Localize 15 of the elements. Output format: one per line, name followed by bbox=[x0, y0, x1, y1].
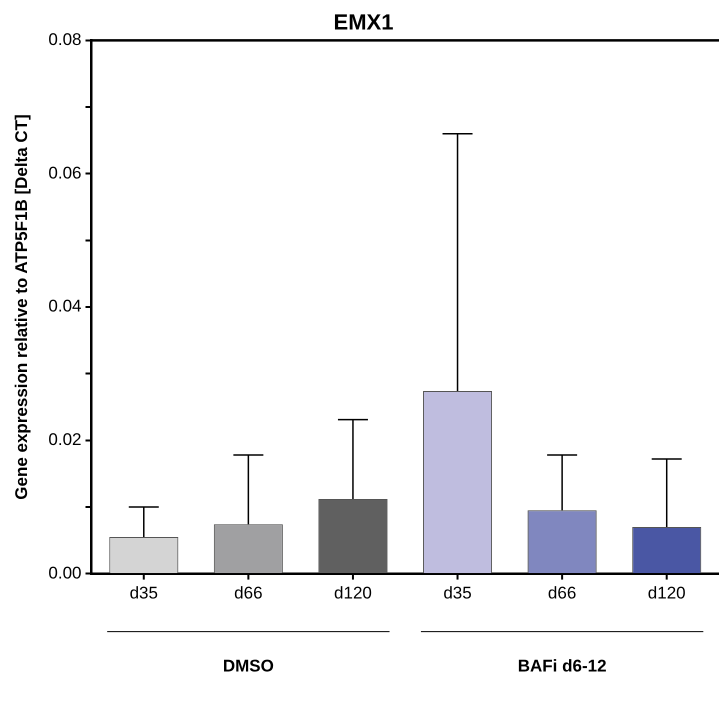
y-tick-label: 0.04 bbox=[48, 296, 82, 316]
x-tick-label: d120 bbox=[648, 583, 686, 602]
y-tick-label: 0.02 bbox=[48, 430, 82, 449]
y-tick-label: 0.00 bbox=[48, 563, 82, 582]
chart-title: EMX1 bbox=[334, 9, 394, 34]
x-tick-label: d66 bbox=[548, 583, 576, 602]
x-tick-label: d35 bbox=[130, 583, 158, 602]
y-axis-title: Gene expression relative to ATP5F1B [Delta CT] bbox=[12, 114, 31, 500]
text: BAFi d6-12 bbox=[518, 656, 607, 676]
x-tick-label: d35 bbox=[443, 583, 472, 602]
y-tick-label: 0.08 bbox=[48, 30, 82, 50]
text: DMSO bbox=[222, 656, 274, 676]
x-tick-label: d120 bbox=[334, 583, 372, 602]
x-tick-label: d66 bbox=[234, 583, 263, 602]
y-tick-label: 0.06 bbox=[48, 163, 82, 182]
